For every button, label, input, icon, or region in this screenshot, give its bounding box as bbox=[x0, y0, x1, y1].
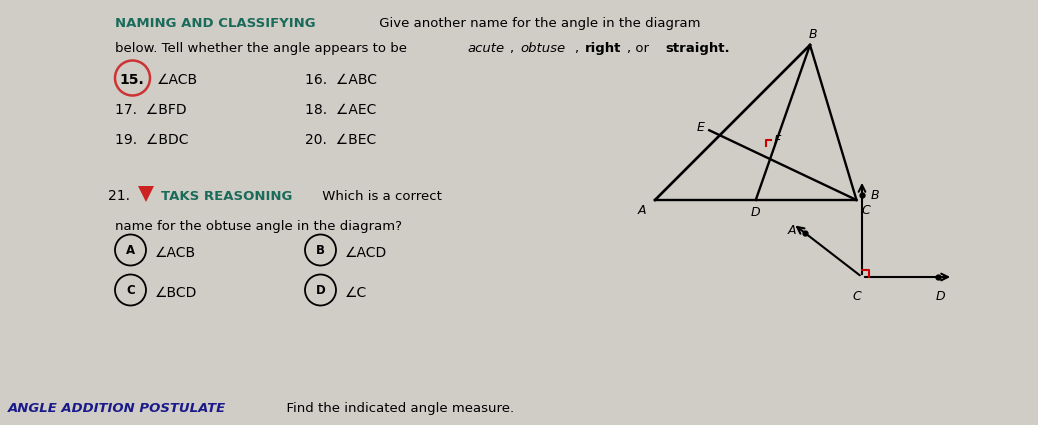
Text: B: B bbox=[316, 244, 325, 258]
Text: ANGLE ADDITION POSTULATE: ANGLE ADDITION POSTULATE bbox=[8, 402, 226, 415]
Text: D: D bbox=[750, 206, 761, 219]
Text: ∠ACB: ∠ACB bbox=[155, 246, 196, 260]
Text: 15.: 15. bbox=[119, 73, 143, 87]
Text: 17.  ∠BFD: 17. ∠BFD bbox=[115, 103, 187, 117]
Text: ,: , bbox=[575, 42, 583, 55]
Text: D: D bbox=[316, 284, 325, 297]
Text: Give another name for the angle in the diagram: Give another name for the angle in the d… bbox=[375, 17, 701, 30]
Text: ∠ACB: ∠ACB bbox=[157, 73, 198, 87]
Text: ∠BCD: ∠BCD bbox=[155, 286, 197, 300]
Text: 21.: 21. bbox=[108, 189, 130, 203]
Text: NAMING AND CLASSIFYING: NAMING AND CLASSIFYING bbox=[115, 17, 316, 30]
Text: 19.  ∠BDC: 19. ∠BDC bbox=[115, 133, 189, 147]
Text: 18.  ∠AEC: 18. ∠AEC bbox=[305, 103, 377, 117]
Text: C: C bbox=[127, 284, 135, 297]
Text: A: A bbox=[637, 204, 646, 218]
Text: ∠ACD: ∠ACD bbox=[345, 246, 387, 260]
Text: , or: , or bbox=[627, 42, 653, 55]
Text: C: C bbox=[852, 290, 862, 303]
Text: obtuse: obtuse bbox=[520, 42, 565, 55]
Text: Which is a correct: Which is a correct bbox=[318, 190, 442, 203]
Text: straight.: straight. bbox=[665, 42, 730, 55]
Text: F: F bbox=[774, 134, 782, 147]
Text: acute: acute bbox=[467, 42, 504, 55]
Text: B: B bbox=[871, 189, 879, 201]
Text: right: right bbox=[585, 42, 622, 55]
Text: A: A bbox=[788, 224, 796, 238]
Text: 16.  ∠ABC: 16. ∠ABC bbox=[305, 73, 377, 87]
Text: Find the indicated angle measure.: Find the indicated angle measure. bbox=[278, 402, 514, 415]
Text: 20.  ∠BEC: 20. ∠BEC bbox=[305, 133, 376, 147]
Text: B: B bbox=[809, 28, 817, 40]
Text: TAKS REASONING: TAKS REASONING bbox=[161, 190, 293, 203]
Text: E: E bbox=[696, 121, 705, 134]
Text: name for the obtuse angle in the diagram?: name for the obtuse angle in the diagram… bbox=[115, 220, 402, 233]
Text: C: C bbox=[861, 204, 870, 218]
Text: below. Tell whether the angle appears to be: below. Tell whether the angle appears to… bbox=[115, 42, 411, 55]
Text: ∠C: ∠C bbox=[345, 286, 367, 300]
Text: D: D bbox=[935, 290, 945, 303]
Text: ,: , bbox=[510, 42, 518, 55]
Text: A: A bbox=[126, 244, 135, 258]
